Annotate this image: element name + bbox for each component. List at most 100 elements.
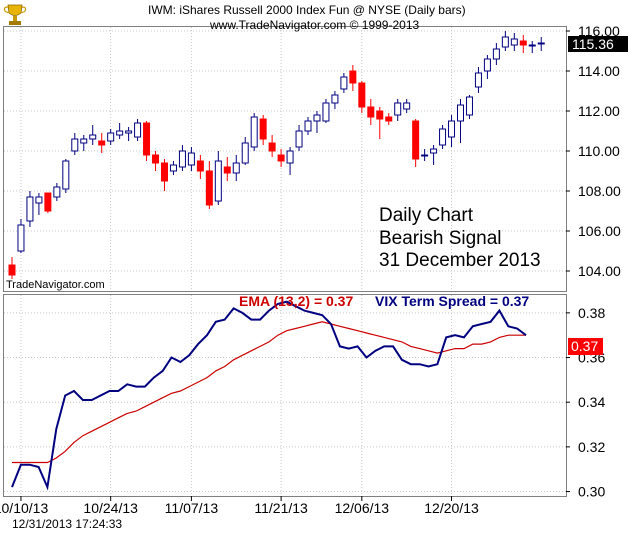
candle <box>160 159 168 191</box>
candle <box>232 155 240 181</box>
candle <box>44 192 52 213</box>
candle <box>143 121 151 161</box>
candle <box>187 147 195 171</box>
candle <box>421 149 429 161</box>
candle <box>385 113 393 125</box>
candle <box>465 95 473 119</box>
candle <box>295 125 303 151</box>
candle <box>134 119 142 141</box>
chart-copyright: www.TradeNavigator.com © 1999-2013 <box>209 18 419 32</box>
price-tick-label: 112.00 <box>578 103 620 119</box>
date-tick-label: 10/10/13 <box>0 500 48 516</box>
last-indicator-label-bg <box>568 338 603 355</box>
indicator-panel-frame <box>3 294 567 497</box>
indicator-grid <box>4 295 566 496</box>
candle <box>448 115 456 147</box>
last-indicator-label: 0.37 <box>571 338 598 354</box>
annotation-line-3: 31 December 2013 <box>379 250 541 271</box>
price-tick-label: 116.00 <box>578 23 620 39</box>
candle <box>268 135 276 157</box>
candle <box>537 37 545 51</box>
candle <box>313 111 321 133</box>
last-price-label: 115.36 <box>572 36 614 52</box>
candle <box>214 151 222 205</box>
candle <box>35 193 43 215</box>
annotation-line-2: Bearish Signal <box>379 228 502 249</box>
candle <box>17 219 25 253</box>
candle <box>250 113 258 151</box>
price-tick-label: 110.00 <box>578 143 620 159</box>
candle <box>169 161 177 175</box>
date-tick-label: 12/20/13 <box>424 500 479 516</box>
ema-line <box>12 321 526 464</box>
candle <box>474 67 482 93</box>
legend-vix: VIX Term Spread = 0.37 <box>375 293 529 309</box>
candle <box>430 145 438 165</box>
candle <box>349 65 357 91</box>
candle <box>322 99 330 123</box>
candle <box>62 159 70 193</box>
date-tick-label: 11/21/13 <box>254 500 308 516</box>
candle <box>98 133 106 153</box>
candle <box>241 137 249 165</box>
candle <box>125 127 133 141</box>
candle <box>376 107 384 139</box>
indicator-tick-label: 0.34 <box>578 394 605 410</box>
candle <box>53 183 61 201</box>
last-price-label-bg <box>568 36 628 52</box>
candle <box>286 147 294 175</box>
candle <box>223 157 231 181</box>
candle <box>205 161 213 209</box>
candle <box>80 135 88 151</box>
candle <box>259 115 267 145</box>
price-tick-label: 114.00 <box>578 63 620 79</box>
trophy-logo-icon <box>3 4 27 25</box>
annotation-line-1: Daily Chart <box>379 205 474 226</box>
price-tick-label: 104.00 <box>578 263 621 279</box>
candle <box>331 91 339 109</box>
indicator-tick-label: 0.32 <box>578 439 605 455</box>
candle <box>71 133 79 155</box>
price-tick-label: 106.00 <box>578 223 621 239</box>
vix-term-spread-line <box>11 300 527 491</box>
legend-ema: EMA (13,2) = 0.37 <box>239 293 353 309</box>
date-tick-label: 12/06/13 <box>335 500 390 516</box>
candle <box>492 43 500 65</box>
candle <box>107 129 115 145</box>
candle <box>196 155 204 179</box>
candle <box>152 151 160 171</box>
indicator-tick-label: 0.38 <box>578 305 605 321</box>
candle <box>277 149 285 167</box>
price-panel-frame <box>3 26 567 292</box>
candle <box>394 99 402 121</box>
indicator-tick-label: 0.30 <box>578 484 605 500</box>
candle <box>358 81 366 113</box>
candle <box>519 35 527 53</box>
candle <box>439 125 447 149</box>
candle <box>304 117 312 135</box>
candle <box>367 99 375 125</box>
candle <box>89 125 97 145</box>
candle <box>457 99 464 143</box>
candle <box>510 33 518 51</box>
candle <box>501 31 509 51</box>
candle <box>412 119 420 167</box>
timestamp: 12/31/2013 17:24:33 <box>12 517 122 531</box>
chart-title: IWM: iShares Russell 2000 Index Fun @ NY… <box>148 3 466 17</box>
watermark: TradeNavigator.com <box>6 279 105 291</box>
indicator-axis-ticks: 0.300.320.340.360.38 <box>566 305 605 500</box>
candle <box>340 73 348 93</box>
candle <box>483 55 491 79</box>
candlestick-series <box>8 31 545 279</box>
price-axis-ticks: 104.00 106.00 108.00 110.00 112.00 114.00 116.… <box>566 23 621 279</box>
indicator-series <box>11 300 527 491</box>
price-grid <box>4 27 566 291</box>
date-tick-label: 11/07/13 <box>165 500 219 516</box>
candle <box>26 191 34 227</box>
price-tick-label: 108.00 <box>578 183 621 199</box>
candle <box>8 257 16 279</box>
candle <box>178 145 186 171</box>
candle <box>403 99 411 113</box>
candle <box>116 123 124 139</box>
